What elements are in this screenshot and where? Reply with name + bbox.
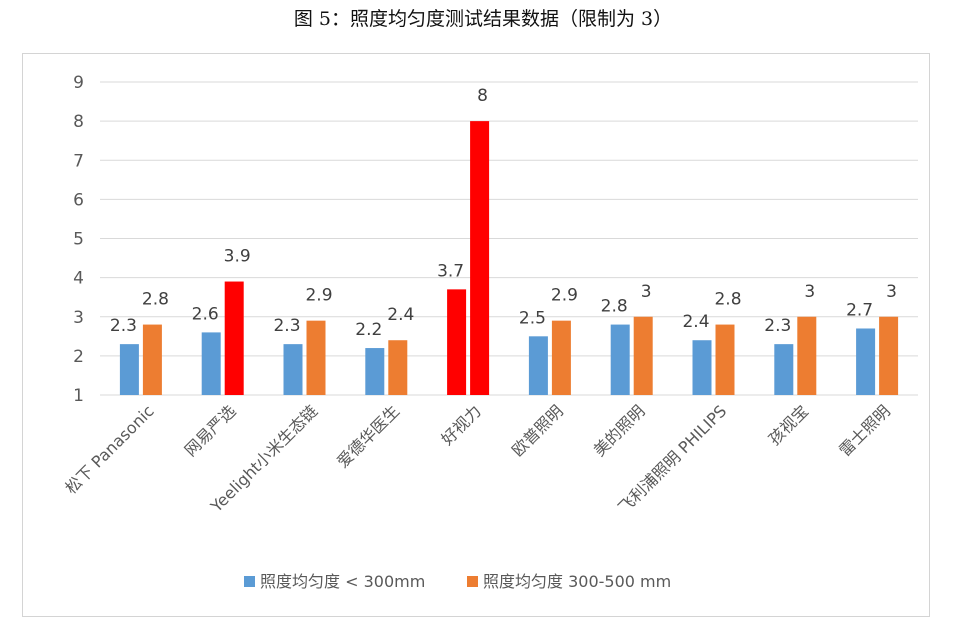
data-label: 2.7: [846, 300, 873, 320]
bar: [142, 324, 162, 395]
y-tick-label: 5: [73, 230, 84, 250]
chart-frame: [22, 53, 930, 617]
data-label: 3.7: [437, 261, 464, 281]
legend-swatch: [244, 576, 255, 587]
y-tick-label: 6: [73, 190, 84, 210]
data-label: 2.9: [305, 286, 332, 306]
x-tick-label: 好视力: [438, 401, 485, 448]
x-tick-label: 网易严选: [181, 401, 240, 460]
legend-swatch: [467, 576, 478, 587]
data-label: 2.5: [519, 308, 546, 328]
y-tick-label: 9: [73, 73, 84, 93]
data-label: 3: [804, 282, 815, 302]
bar: [365, 348, 385, 395]
bar: [224, 281, 244, 395]
x-tick-label: 美的照明: [590, 401, 649, 460]
data-label: 2.6: [192, 304, 219, 324]
y-tick-label: 7: [73, 151, 84, 171]
data-label: 2.8: [714, 290, 741, 310]
data-label: 2.9: [551, 286, 578, 306]
data-label: 2.3: [273, 316, 300, 336]
bar: [388, 340, 408, 395]
y-tick-label: 3: [73, 308, 84, 328]
bar: [610, 324, 630, 395]
x-tick-label: 欧普照明: [508, 401, 567, 460]
chart-title: 图 5：照度均匀度测试结果数据（限制为 3）: [293, 8, 673, 30]
data-label: 2.8: [142, 290, 169, 310]
bar: [447, 289, 467, 395]
x-tick-label: 松下 Panasonic: [61, 401, 157, 497]
data-label: 2.4: [387, 305, 414, 325]
data-label: 3: [641, 282, 652, 302]
bar: [633, 316, 653, 395]
bar: [692, 340, 712, 395]
bar: [528, 336, 548, 395]
bar: [470, 121, 490, 395]
x-tick-label: 雷士照明: [835, 401, 894, 460]
legend-label: 照度均匀度 300-500 mm: [483, 572, 671, 591]
data-label: 3.9: [224, 247, 251, 267]
data-label: 2.4: [682, 312, 709, 332]
y-tick-label: 1: [73, 386, 84, 406]
bar: [119, 344, 139, 395]
bar: [551, 320, 571, 395]
data-label: 8: [477, 86, 488, 106]
bar: [879, 316, 899, 395]
bar: [306, 320, 326, 395]
y-tick-label: 4: [73, 269, 84, 289]
data-label: 2.2: [355, 320, 382, 340]
bar: [283, 344, 303, 395]
bar: [201, 332, 221, 395]
y-tick-label: 2: [73, 347, 84, 367]
data-label: 2.3: [764, 316, 791, 336]
bar: [797, 316, 817, 395]
bar: [856, 328, 876, 395]
bar: [715, 324, 735, 395]
data-label: 2.8: [601, 297, 628, 317]
y-tick-label: 8: [73, 112, 84, 132]
x-tick-label: 孩视宝: [765, 401, 812, 448]
legend-label: 照度均匀度 < 300mm: [260, 572, 425, 591]
data-label: 2.3: [110, 316, 137, 336]
bar: [774, 344, 794, 395]
x-tick-label: 爱德华医生: [333, 401, 403, 471]
data-label: 3: [886, 282, 897, 302]
